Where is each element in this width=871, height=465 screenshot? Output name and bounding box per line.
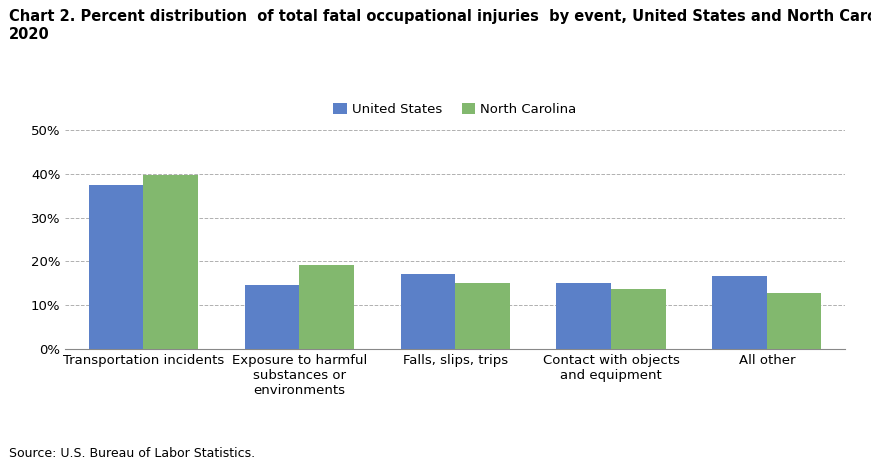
Bar <box>245 286 300 349</box>
Bar <box>455 283 510 349</box>
Legend: United States, North Carolina: United States, North Carolina <box>328 98 582 121</box>
Bar <box>712 276 766 349</box>
Bar <box>611 289 665 349</box>
Bar <box>766 293 821 349</box>
Bar <box>89 185 143 349</box>
Text: Chart 2. Percent distribution  of total fatal occupational injuries  by event, U: Chart 2. Percent distribution of total f… <box>9 9 871 42</box>
Text: Source: U.S. Bureau of Labor Statistics.: Source: U.S. Bureau of Labor Statistics. <box>9 447 255 460</box>
Bar <box>300 265 354 349</box>
Bar <box>143 175 198 349</box>
Bar <box>557 283 611 349</box>
Bar <box>401 274 455 349</box>
